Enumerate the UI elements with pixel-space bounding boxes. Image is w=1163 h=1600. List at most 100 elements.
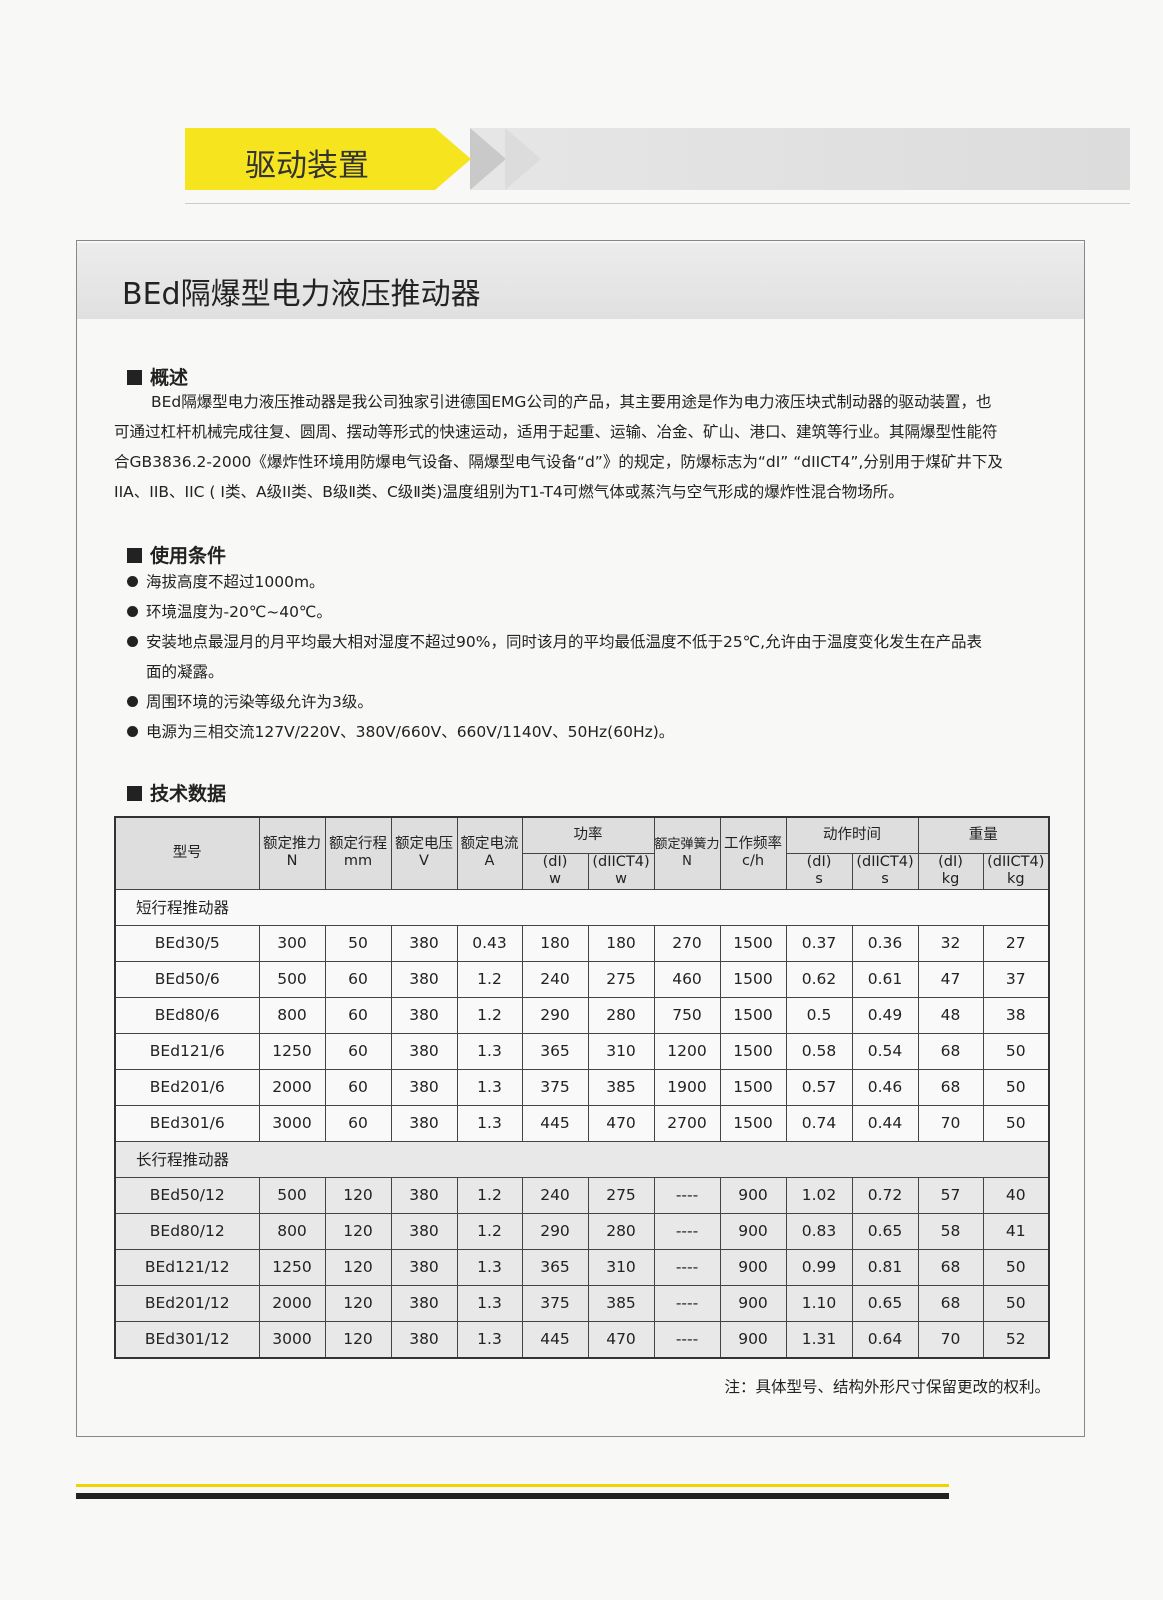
table-cell: 380	[390, 1248, 458, 1286]
table-cell: 1500	[719, 1104, 787, 1142]
table-cell: 1.2	[456, 960, 523, 998]
table-cell: 1500	[719, 1032, 787, 1070]
long-stroke-group: 长行程推动器 BEd50/12 500 120 380 1.2 240 275 ---- 900 1…	[114, 1140, 1050, 1358]
table-cell: 365	[521, 1248, 589, 1286]
table-cell: 380	[390, 1176, 458, 1214]
table-cell: 1.02	[785, 1176, 853, 1214]
table-cell: 37	[982, 960, 1050, 998]
table-row: BEd30/5 300 50 380 0.43 180 180 270 1500 0.37 0.36…	[114, 924, 1050, 962]
table-cell: 120	[324, 1320, 392, 1358]
header-power-diict4: (dIICT4) w	[587, 852, 655, 890]
chevron-icon	[505, 128, 541, 190]
table-cell: 460	[653, 960, 721, 998]
table-row: BEd50/12 500 120 380 1.2 240 275 ---- 900 1.02 0.7…	[114, 1176, 1050, 1214]
banner-arrow-icon	[435, 128, 471, 190]
table-cell: 900	[719, 1212, 787, 1250]
bullet-icon	[127, 576, 138, 587]
table-cell: 1500	[719, 996, 787, 1034]
table-cell: 68	[917, 1248, 984, 1286]
header-time-diict4: (dIICT4) s	[851, 852, 919, 890]
table-cell: 0.62	[785, 960, 853, 998]
table-row: BEd201/12 2000 120 380 1.3 375 385 ---- 900 1.10 0…	[114, 1284, 1050, 1322]
table-cell: 380	[390, 1068, 458, 1106]
table-cell: 50	[982, 1248, 1050, 1286]
condition-text: 安装地点最湿月的月平均最大相对湿度不超过90%，同时该月的平均最低温度不低于25…	[146, 633, 983, 681]
table-cell: 280	[587, 1212, 655, 1250]
table-cell: 290	[521, 1212, 589, 1250]
table-cell: 1.2	[456, 996, 523, 1034]
table-cell: 470	[587, 1104, 655, 1142]
table-cell: 275	[587, 960, 655, 998]
table-cell: 500	[258, 1176, 326, 1214]
table-cell: 1.3	[456, 1284, 523, 1322]
table-cell: 50	[324, 924, 392, 962]
table-cell: 800	[258, 1212, 326, 1250]
header-time-di: (dI) s	[785, 852, 853, 890]
table-cell: 0.99	[785, 1248, 853, 1286]
banner-tag	[185, 128, 435, 190]
table-cell: 0.61	[851, 960, 919, 998]
table-row: BEd50/6 500 60 380 1.2 240 275 460 1500 0.62 0.61 4…	[114, 960, 1050, 998]
table-cell: 385	[587, 1068, 655, 1106]
table-cell: 0.37	[785, 924, 853, 962]
table-cell: 120	[324, 1284, 392, 1322]
table-cell: 40	[982, 1176, 1050, 1214]
table-cell: 240	[521, 1176, 589, 1214]
table-cell: 27	[982, 924, 1050, 962]
title-bar: BEd隔爆型电力液压推动器	[77, 243, 1084, 319]
bullet-icon	[127, 696, 138, 707]
page-title: BEd隔爆型电力液压推动器	[122, 277, 481, 312]
table-cell: 380	[390, 1284, 458, 1322]
table-cell: 750	[653, 996, 721, 1034]
table-cell: 470	[587, 1320, 655, 1358]
table-cell: 0.81	[851, 1248, 919, 1286]
divider	[185, 203, 1130, 204]
table-cell: ----	[653, 1320, 721, 1358]
table-cell: 0.58	[785, 1032, 853, 1070]
table-cell: 380	[390, 960, 458, 998]
table-cell: 1250	[258, 1032, 326, 1070]
table-cell: 1500	[719, 924, 787, 962]
header-thrust: 额定推力 N	[258, 816, 326, 890]
table-cell: 38	[982, 996, 1050, 1034]
header-spring: 额定弹簧力 N	[653, 816, 721, 890]
table-cell: 0.57	[785, 1068, 853, 1106]
table-cell: 445	[521, 1320, 589, 1358]
table-cell: 1.2	[456, 1176, 523, 1214]
table-cell: 3000	[258, 1104, 326, 1142]
table-cell: 0.36	[851, 924, 919, 962]
table-cell: 70	[917, 1320, 984, 1358]
table-cell: 0.49	[851, 996, 919, 1034]
table-cell: 1.3	[456, 1320, 523, 1358]
bullet-icon	[127, 636, 138, 647]
table-cell: 50	[982, 1032, 1050, 1070]
table-cell: 0.65	[851, 1212, 919, 1250]
table-cell: 48	[917, 996, 984, 1034]
table-cell: 900	[719, 1248, 787, 1286]
model-cell: BEd121/12	[114, 1248, 260, 1286]
group-row: 短行程推动器	[114, 888, 1050, 926]
table-cell: 60	[324, 1032, 392, 1070]
table-cell: 1.10	[785, 1284, 853, 1322]
table-cell: 1500	[719, 960, 787, 998]
chevron-icon	[470, 128, 506, 190]
table-cell: 385	[587, 1284, 655, 1322]
header-stroke: 额定行程 mm	[324, 816, 392, 890]
table-cell: 120	[324, 1212, 392, 1250]
header-current: 额定电流 A	[456, 816, 523, 890]
table-cell: 58	[917, 1212, 984, 1250]
table-cell: 380	[390, 1212, 458, 1250]
condition-item: 海拔高度不超过1000m。	[127, 567, 325, 597]
footer-black-line	[76, 1493, 949, 1499]
table-cell: 310	[587, 1032, 655, 1070]
model-cell: BEd30/5	[114, 924, 260, 962]
condition-item: 周围环境的污染等级允许为3级。	[127, 687, 373, 717]
bullet-icon	[127, 726, 138, 737]
table-cell: 0.83	[785, 1212, 853, 1250]
table-cell: 900	[719, 1176, 787, 1214]
table-cell: 1250	[258, 1248, 326, 1286]
conditions-heading: 使用条件	[127, 541, 226, 568]
group-label: 长行程推动器	[114, 1140, 1050, 1178]
banner-band	[470, 128, 1130, 190]
